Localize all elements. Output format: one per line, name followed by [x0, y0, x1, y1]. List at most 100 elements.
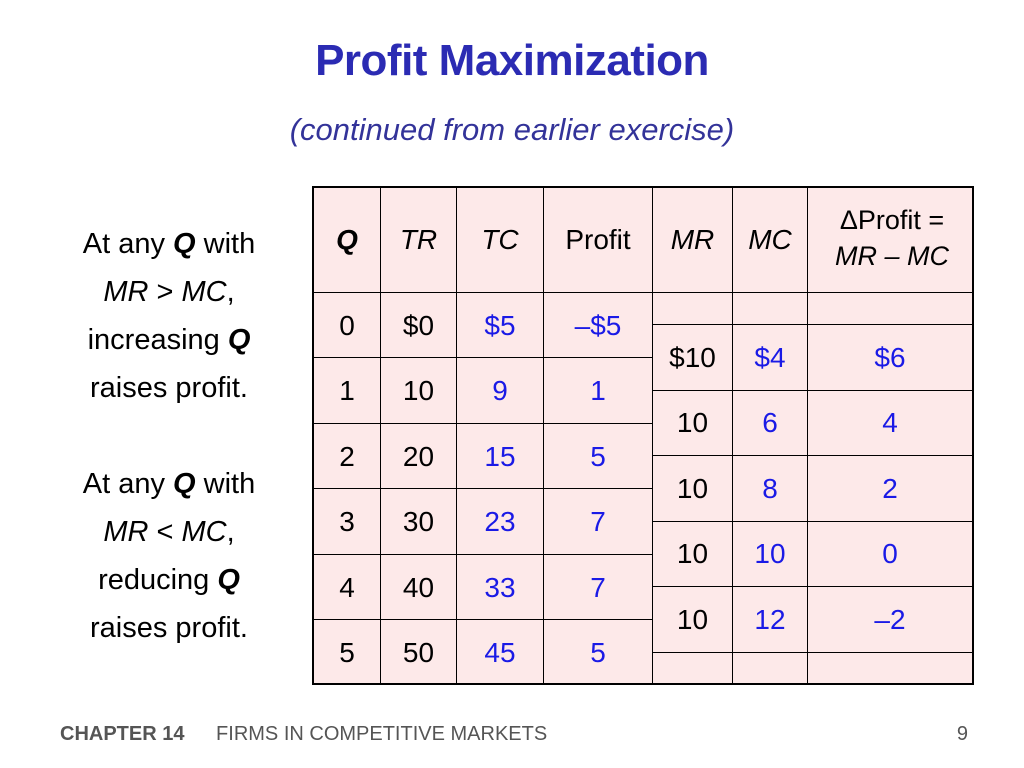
cell-q: 3 [339, 506, 355, 538]
cell-tr: 20 [402, 440, 435, 472]
header-delta-line1: ΔProfit = [808, 202, 976, 238]
cell-tc: 9 [492, 375, 508, 407]
side-note-line: increasing Q [40, 316, 298, 364]
cell-tc: 33 [484, 571, 516, 603]
cell-q: 1 [339, 375, 355, 407]
side-text: , [226, 516, 235, 548]
column-divider [456, 188, 457, 685]
cell-tc: $5 [484, 309, 516, 341]
header-delta-line2: MR – MC [835, 241, 949, 271]
header-divider [314, 292, 972, 293]
side-var: Q [173, 228, 196, 260]
row-divider [314, 423, 653, 424]
side-text: with [195, 468, 256, 500]
page-number: 9 [956, 723, 968, 745]
header-q: Q [336, 224, 358, 255]
side-var: Q [217, 564, 240, 596]
cell-profit: 5 [590, 637, 606, 669]
cell-profit: 7 [590, 571, 606, 603]
column-divider [652, 188, 653, 685]
header-profit: Profit [565, 224, 631, 255]
cell-delta-profit: –2 [874, 603, 906, 635]
cell-mc: $4 [754, 341, 786, 373]
side-note-reduce: At any Q with MR < MC, reducing Q raises… [40, 460, 298, 652]
slide-title: Profit Maximization [315, 36, 709, 85]
cell-profit: 1 [590, 375, 606, 407]
cell-q: 5 [339, 637, 355, 669]
side-text: reducing [98, 564, 218, 596]
cell-profit: 7 [590, 506, 606, 538]
row-divider [652, 324, 972, 325]
side-note-line: raises profit. [90, 612, 248, 644]
column-divider [807, 188, 808, 685]
row-divider [314, 619, 653, 620]
cell-delta-profit: 0 [882, 538, 898, 570]
cell-profit: 5 [590, 440, 606, 472]
side-text: At any [82, 228, 174, 260]
slide-subtitle: (continued from earlier exercise) [289, 112, 735, 147]
cell-mc: 6 [762, 407, 778, 439]
side-note-line: reducing Q [40, 556, 298, 604]
side-var: Q [173, 468, 196, 500]
side-var: MR [103, 276, 149, 308]
header-delta-text: Profit = [857, 205, 945, 235]
cell-tr: 10 [402, 375, 435, 407]
header-mr: MR [670, 224, 715, 255]
cell-mr: 10 [676, 407, 709, 439]
cell-q: 2 [339, 440, 355, 472]
side-note-increase: At any Q with MR > MC, increasing Q rais… [40, 220, 298, 412]
side-var: Q [227, 324, 251, 356]
row-divider [652, 586, 972, 587]
header-mc: MC [748, 224, 792, 255]
row-divider [314, 357, 653, 358]
side-note-line: At any Q with [40, 460, 298, 508]
footer-chapter: CHAPTER 14 [60, 723, 185, 745]
footer-title: FIRMS IN COMPETITIVE MARKETS [216, 723, 548, 745]
row-divider [314, 488, 653, 489]
side-text: with [195, 228, 256, 260]
profit-table: Q TR TC Profit MR MC ΔProfit = MR – MC 0… [312, 186, 974, 685]
side-note-line: MR < MC, [40, 508, 298, 556]
side-var: MC [181, 276, 227, 308]
cell-delta-profit: 4 [882, 407, 898, 439]
side-text: < [148, 516, 182, 548]
row-divider [652, 390, 972, 391]
cell-tc: 15 [484, 440, 516, 472]
side-var: MC [181, 516, 227, 548]
cell-tr: 40 [402, 571, 435, 603]
row-divider [652, 455, 972, 456]
side-text: > [148, 276, 182, 308]
side-text: , [226, 276, 235, 308]
side-note-line: At any Q with [40, 220, 298, 268]
side-note-line: raises profit. [90, 372, 248, 404]
header-tr: TR [399, 224, 438, 255]
cell-tc: 45 [484, 637, 516, 669]
cell-delta-profit: 2 [882, 472, 898, 504]
footer: CHAPTER 14 FIRMS IN COMPETITIVE MARKETS [60, 723, 547, 746]
cell-mr: 10 [676, 538, 709, 570]
row-divider [652, 652, 972, 653]
header-delta-profit: ΔProfit = MR – MC [808, 202, 976, 274]
delta-symbol: Δ [839, 205, 858, 235]
cell-mc: 8 [762, 472, 778, 504]
row-divider [314, 554, 653, 555]
column-divider [732, 188, 733, 685]
cell-mr: 10 [676, 472, 709, 504]
side-note-line: MR > MC, [40, 268, 298, 316]
cell-mr: 10 [676, 603, 709, 635]
cell-tc: 23 [484, 506, 516, 538]
cell-tr: 50 [402, 637, 435, 669]
column-divider [380, 188, 381, 685]
cell-tr: $0 [402, 309, 435, 341]
column-divider [543, 188, 544, 685]
cell-q: 4 [339, 571, 355, 603]
cell-q: 0 [339, 309, 355, 341]
cell-mr: $10 [669, 341, 716, 373]
row-divider [652, 521, 972, 522]
cell-tr: 30 [402, 506, 435, 538]
header-tc: TC [481, 224, 519, 255]
cell-profit: –$5 [574, 309, 622, 341]
side-var: MR [103, 516, 149, 548]
cell-mc: 12 [754, 603, 786, 635]
cell-delta-profit: $6 [874, 341, 906, 373]
